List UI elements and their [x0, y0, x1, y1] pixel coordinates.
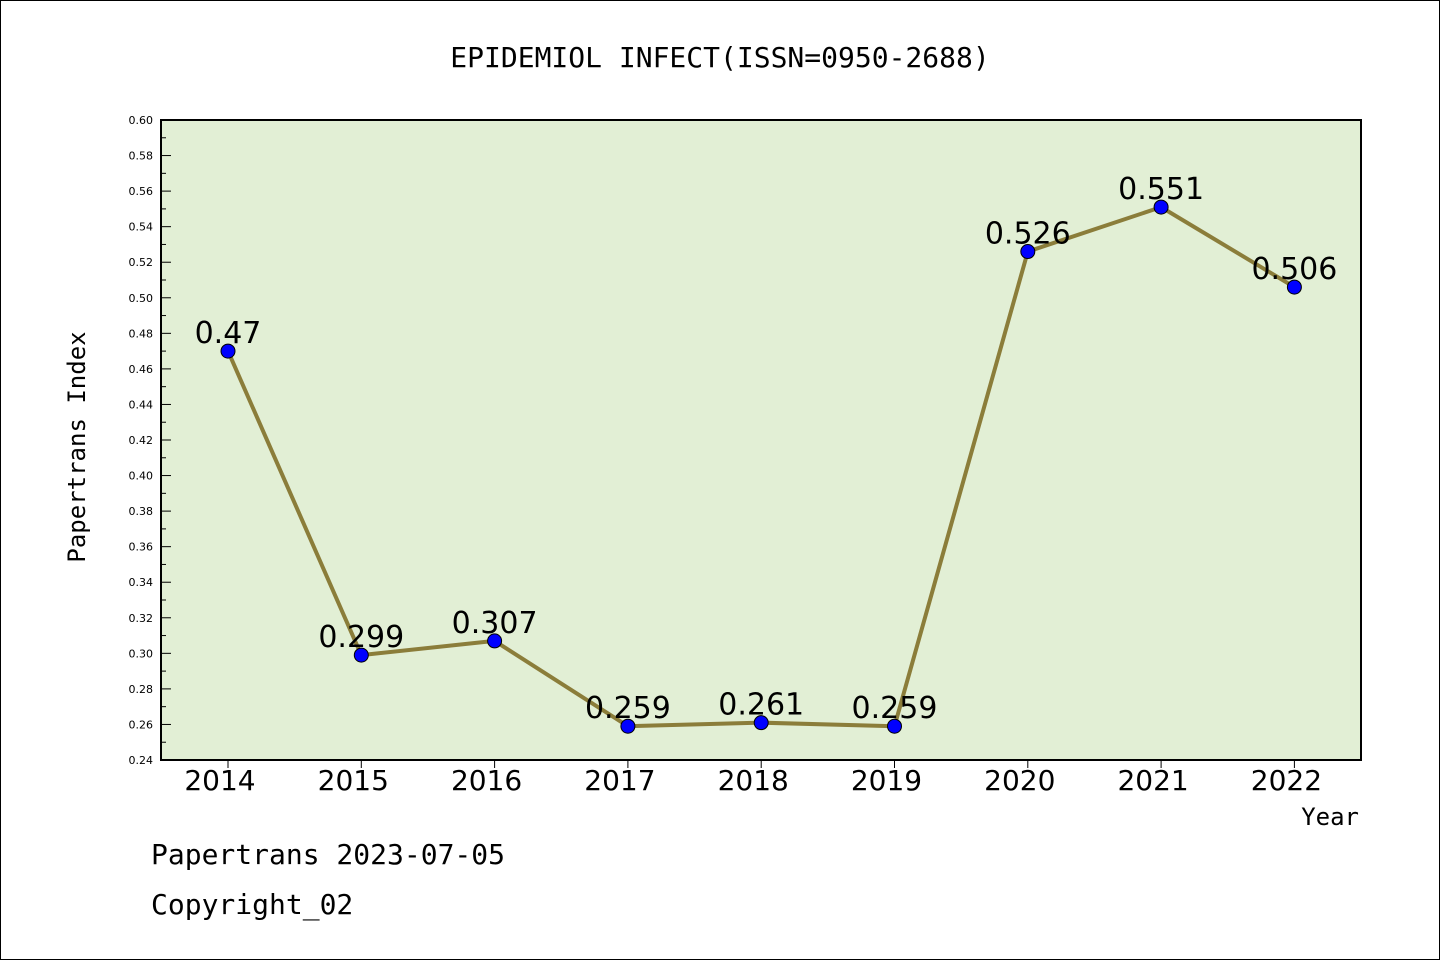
x-tick-label: 2019: [851, 764, 922, 797]
y-tick-label: 0.42: [129, 434, 154, 447]
data-label: 0.551: [1118, 172, 1204, 207]
y-tick-label: 0.40: [129, 470, 154, 483]
data-point: [1020, 244, 1036, 260]
data-point: [1286, 279, 1302, 295]
data-point: [1153, 199, 1169, 215]
data-label: 0.307: [452, 606, 538, 641]
plot-area: [160, 119, 1362, 761]
y-axis: 0.24 0.26 0.28 0.30 0.32 0.34 0.36 0.38 0.40 0.42…: [129, 114, 171, 767]
x-tick-label: 2021: [1117, 764, 1188, 797]
y-tick-label: 0.46: [129, 363, 154, 376]
y-tick-label: 0.30: [129, 647, 154, 660]
x-axis-title: Year: [1301, 803, 1359, 831]
y-tick-label: 0.24: [129, 754, 154, 767]
chart-title: EPIDEMIOL INFECT(ISSN=0950-2688): [450, 41, 989, 74]
y-tick-label: 0.34: [129, 576, 154, 589]
x-tick-label: 2017: [584, 764, 655, 797]
y-tick-label: 0.56: [129, 185, 154, 198]
x-axis: 2014 2015 2016 2017 2018 2019 2020 2021 2022: [184, 760, 1322, 797]
data-label: 0.526: [985, 217, 1071, 252]
y-tick-label: 0.58: [129, 150, 154, 163]
y-tick-label: 0.50: [129, 292, 154, 305]
y-tick-label: 0.44: [129, 398, 154, 411]
data-label: 0.261: [718, 688, 804, 723]
y-tick-label: 0.36: [129, 541, 154, 554]
x-tick-label: 2015: [318, 764, 389, 797]
data-label: 0.259: [852, 691, 938, 726]
footer-copyright: Copyright_02: [151, 888, 353, 922]
data-labels: 0.47 0.299 0.307 0.259 0.261 0.259 0.526 0.551 0…: [195, 172, 1338, 726]
y-tick-label: 0.38: [129, 505, 154, 518]
data-point: [620, 718, 636, 734]
x-tick-label: 2020: [984, 764, 1055, 797]
y-tick-label: 0.28: [129, 683, 154, 696]
data-label: 0.259: [585, 691, 671, 726]
x-tick-label: 2016: [451, 764, 522, 797]
data-point: [753, 715, 769, 731]
data-point: [220, 343, 236, 359]
data-point: [487, 633, 503, 649]
data-label: 0.47: [195, 316, 262, 351]
y-tick-label: 0.26: [129, 718, 154, 731]
x-tick-label: 2014: [184, 764, 255, 797]
data-point: [887, 718, 902, 734]
data-point: [353, 647, 369, 663]
y-tick-label: 0.48: [129, 327, 154, 340]
y-tick-label: 0.52: [129, 256, 154, 269]
footer-date: Papertrans 2023-07-05: [151, 838, 505, 871]
y-tick-label: 0.54: [129, 221, 154, 234]
x-tick-label: 2022: [1251, 764, 1322, 797]
y-tick-label: 0.60: [129, 114, 154, 127]
data-label: 0.299: [318, 620, 404, 655]
series-markers: [220, 199, 1302, 734]
y-axis-title: Papertrans Index: [63, 331, 91, 562]
y-tick-label: 0.32: [129, 612, 154, 625]
data-label: 0.506: [1251, 252, 1337, 287]
x-tick-label: 2018: [718, 764, 789, 797]
